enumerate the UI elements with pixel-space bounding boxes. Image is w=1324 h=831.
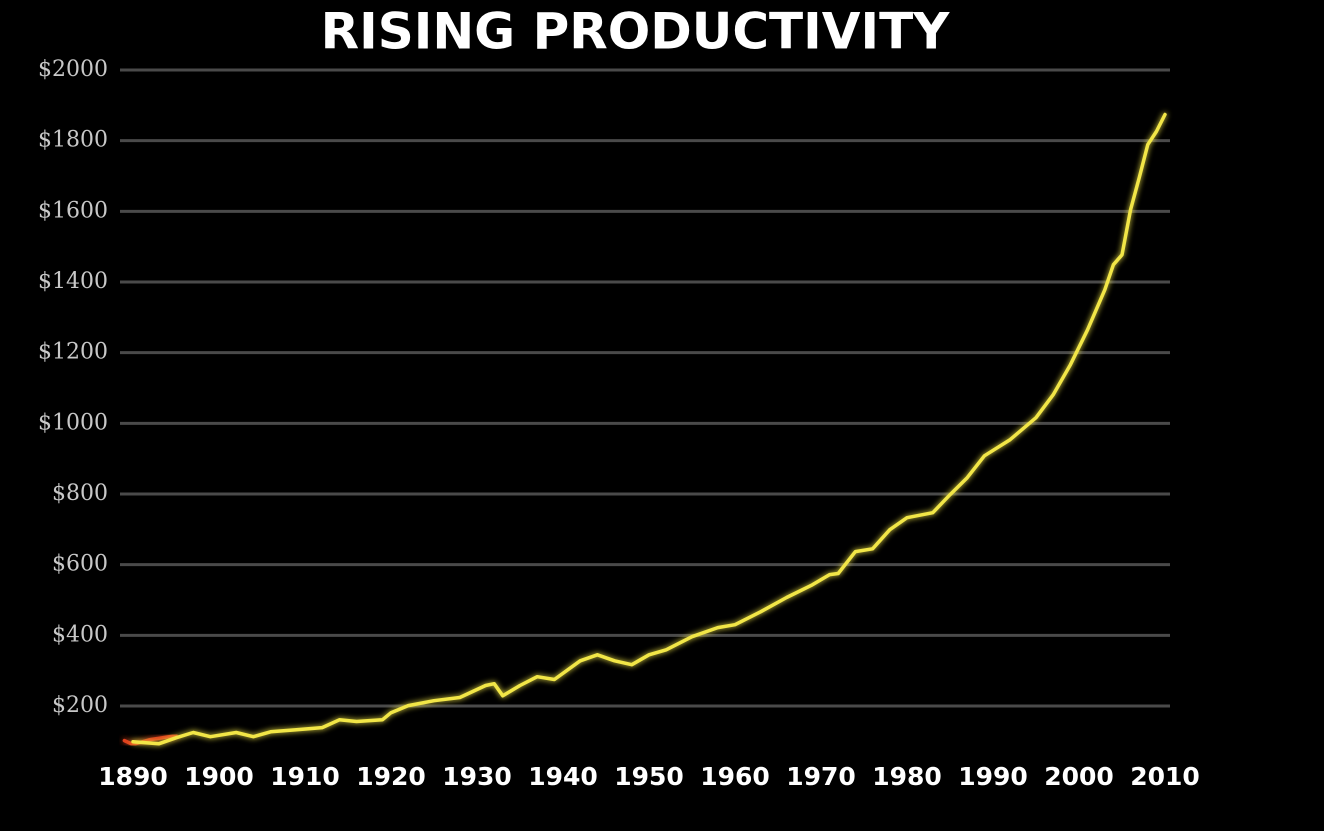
- x-tick-label: 1920: [356, 762, 426, 791]
- x-tick-label: 1930: [442, 762, 512, 791]
- x-tick-label: 1970: [786, 762, 856, 791]
- y-tick-label: $400: [52, 622, 108, 647]
- x-tick-label: 1960: [700, 762, 770, 791]
- y-tick-label: $200: [52, 693, 108, 718]
- y-tick-label: $1200: [38, 340, 108, 365]
- x-tick-label: 1980: [872, 762, 942, 791]
- chart-title: RISING PRODUCTIVITY: [321, 3, 951, 61]
- x-tick-label: 1890: [98, 762, 168, 791]
- x-tick-label: 1990: [958, 762, 1028, 791]
- x-tick-label: 1910: [270, 762, 340, 791]
- x-tick-label: 1950: [614, 762, 684, 791]
- y-tick-label: $800: [52, 481, 108, 506]
- x-tick-label: 2010: [1130, 762, 1200, 791]
- x-tick-label: 1900: [184, 762, 254, 791]
- x-tick-label: 1940: [528, 762, 598, 791]
- y-tick-label: $1800: [38, 128, 108, 153]
- y-tick-label: $1400: [38, 269, 108, 294]
- data-line: [131, 112, 1167, 746]
- y-tick-label: $1600: [38, 198, 108, 223]
- y-tick-label: $1000: [38, 410, 108, 435]
- y-tick-label: $2000: [38, 57, 108, 82]
- y-tick-label: $600: [52, 552, 108, 577]
- x-tick-label: 2000: [1044, 762, 1114, 791]
